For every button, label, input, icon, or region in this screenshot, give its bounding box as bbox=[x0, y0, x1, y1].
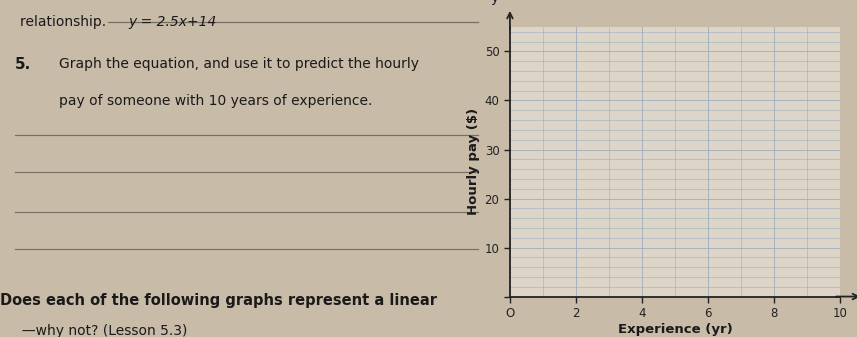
Text: Does each of the following graphs represent a linear: Does each of the following graphs repres… bbox=[0, 293, 437, 308]
Text: —why not? (Lesson 5.3): —why not? (Lesson 5.3) bbox=[0, 324, 188, 337]
Text: 5.: 5. bbox=[15, 57, 31, 72]
X-axis label: Experience (yr): Experience (yr) bbox=[618, 323, 732, 336]
Text: y: y bbox=[491, 0, 499, 5]
Y-axis label: Hourly pay ($): Hourly pay ($) bbox=[467, 108, 481, 215]
Text: Graph the equation, and use it to predict the hourly: Graph the equation, and use it to predic… bbox=[59, 57, 419, 71]
Text: pay of someone with 10 years of experience.: pay of someone with 10 years of experien… bbox=[59, 94, 373, 109]
Text: y = 2.5x+14: y = 2.5x+14 bbox=[129, 15, 217, 29]
Text: relationship.: relationship. bbox=[20, 15, 115, 29]
